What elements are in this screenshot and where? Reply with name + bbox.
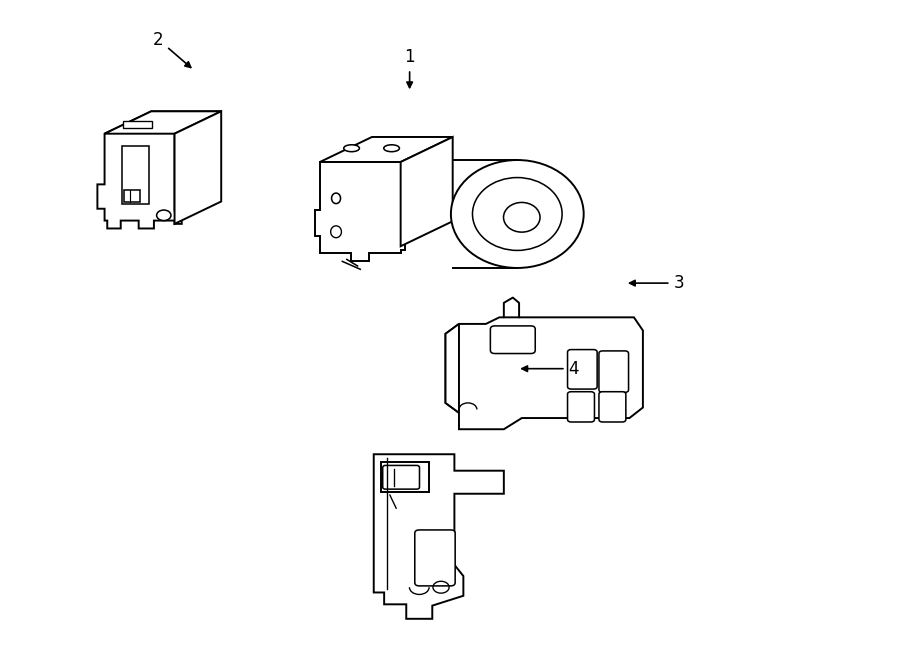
Text: 2: 2: [153, 30, 191, 67]
FancyBboxPatch shape: [598, 351, 628, 393]
Ellipse shape: [383, 145, 400, 151]
Ellipse shape: [503, 202, 540, 232]
Bar: [123, 121, 152, 128]
Text: 3: 3: [630, 274, 684, 292]
Polygon shape: [446, 317, 643, 429]
Ellipse shape: [331, 193, 340, 204]
FancyBboxPatch shape: [382, 465, 419, 489]
Polygon shape: [97, 111, 221, 229]
Circle shape: [157, 210, 171, 221]
Ellipse shape: [344, 145, 359, 151]
Polygon shape: [446, 324, 459, 412]
FancyBboxPatch shape: [568, 350, 597, 389]
Ellipse shape: [451, 160, 584, 268]
Polygon shape: [104, 111, 221, 134]
FancyBboxPatch shape: [598, 392, 625, 422]
FancyBboxPatch shape: [491, 326, 536, 354]
Text: 4: 4: [522, 360, 579, 377]
Polygon shape: [374, 454, 504, 619]
Polygon shape: [400, 137, 453, 247]
FancyBboxPatch shape: [568, 392, 595, 422]
Bar: [122, 146, 148, 204]
Polygon shape: [381, 462, 429, 492]
Polygon shape: [320, 137, 453, 162]
Bar: [124, 190, 140, 202]
FancyBboxPatch shape: [415, 530, 455, 586]
Ellipse shape: [472, 178, 562, 251]
Text: 1: 1: [404, 48, 415, 88]
Polygon shape: [175, 111, 221, 224]
Polygon shape: [314, 162, 405, 261]
